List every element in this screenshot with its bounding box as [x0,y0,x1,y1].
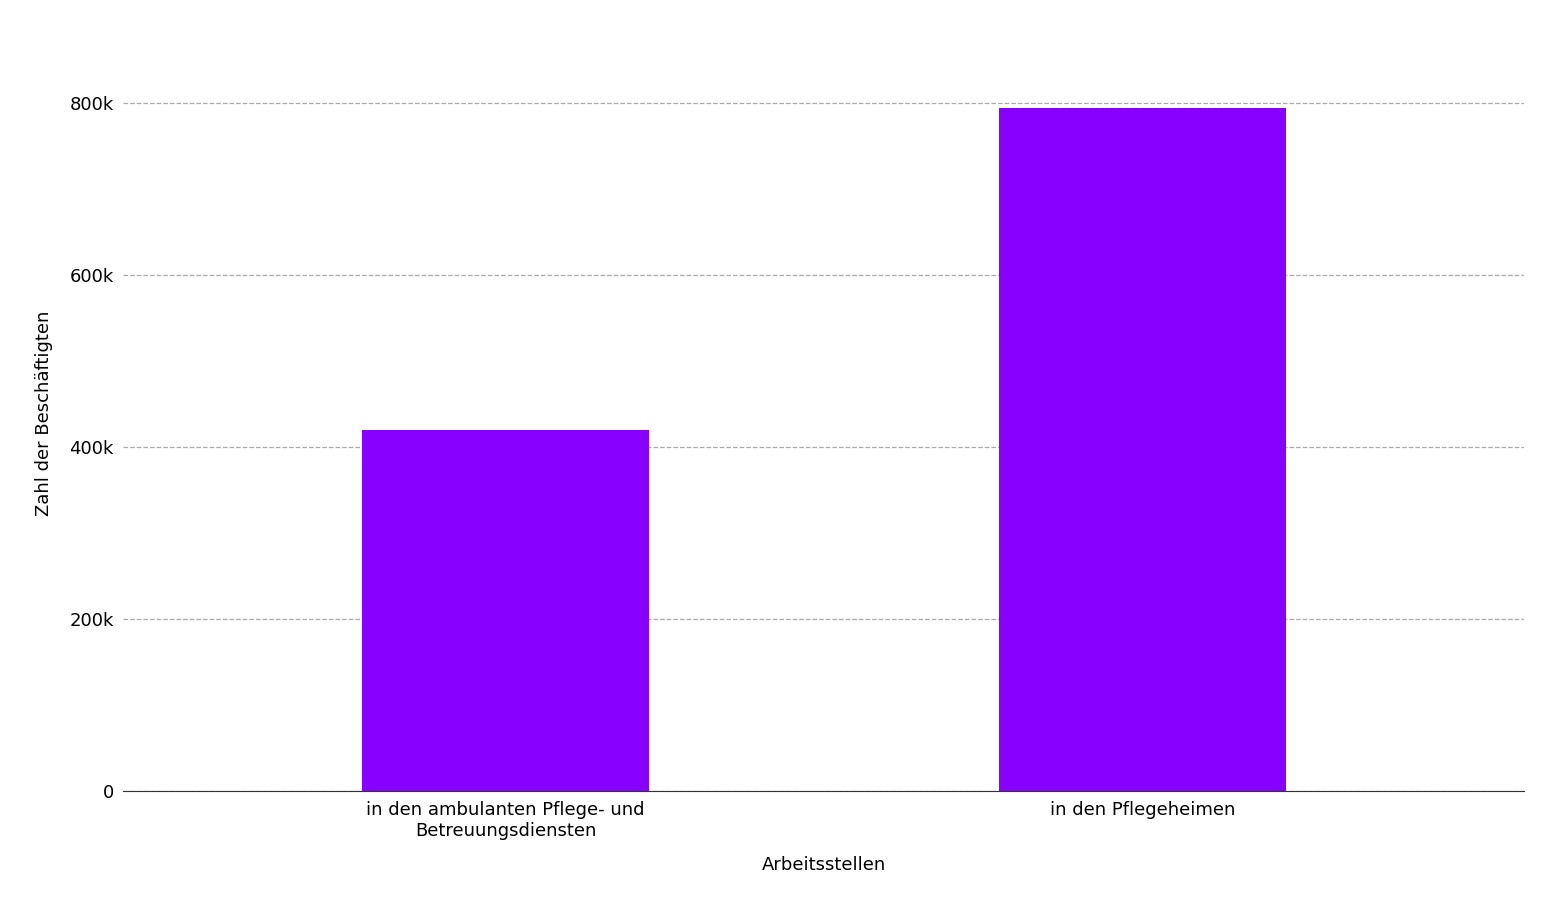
X-axis label: Arbeitsstellen: Arbeitsstellen [762,856,886,874]
Y-axis label: Zahl der Beschäftigten: Zahl der Beschäftigten [34,310,53,515]
Bar [362,430,649,791]
Bar [999,108,1286,791]
